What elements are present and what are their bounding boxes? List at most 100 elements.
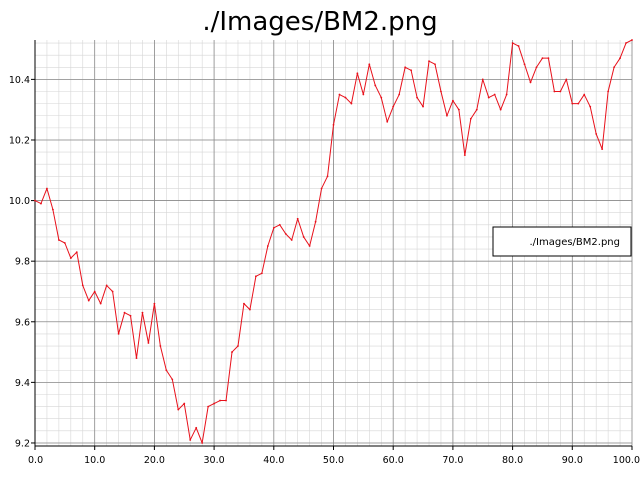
data-point — [535, 66, 538, 69]
data-point — [272, 226, 275, 229]
data-point — [207, 405, 210, 408]
data-point — [105, 284, 108, 287]
data-point — [308, 245, 311, 247]
data-point — [428, 60, 430, 63]
data-point — [326, 175, 329, 178]
data-point — [314, 220, 317, 223]
data-point — [69, 257, 72, 260]
legend-box — [492, 226, 632, 257]
data-point — [93, 290, 96, 293]
data-point — [284, 233, 287, 235]
data-point — [511, 42, 514, 44]
data-point — [631, 39, 633, 41]
data-point — [613, 66, 615, 69]
data-point — [171, 378, 174, 381]
series-layer — [34, 39, 633, 444]
data-point — [475, 108, 478, 111]
data-point — [87, 299, 90, 302]
data-point — [350, 102, 353, 105]
data-point — [290, 239, 293, 241]
data-point — [523, 63, 526, 66]
data-point — [368, 63, 371, 66]
data-point — [625, 42, 627, 44]
x-tick-label: 40.0 — [263, 455, 284, 466]
data-point — [237, 345, 239, 347]
data-point — [356, 72, 359, 75]
data-point — [577, 102, 580, 105]
x-tick-label: 100.0 — [613, 455, 640, 466]
data-point — [123, 311, 126, 314]
data-point — [183, 402, 186, 405]
data-point — [392, 105, 395, 108]
data-point — [547, 57, 550, 60]
data-point — [457, 108, 460, 111]
y-tick-label: 10.2 — [9, 135, 30, 146]
data-point — [296, 217, 299, 220]
x-tick-label: 0.0 — [28, 455, 43, 466]
data-point — [135, 357, 138, 360]
data-point — [362, 93, 365, 96]
data-point — [201, 442, 204, 444]
data-point — [404, 66, 407, 69]
x-tick-label: 80.0 — [502, 455, 523, 466]
data-point — [320, 187, 323, 190]
data-point — [231, 351, 233, 353]
data-point — [559, 90, 562, 93]
y-tick-label: 9.6 — [15, 317, 30, 328]
data-point — [117, 332, 120, 335]
data-point — [529, 81, 532, 84]
data-point — [129, 314, 132, 317]
y-tick-label: 10.0 — [9, 196, 30, 207]
data-point — [81, 284, 84, 287]
legend-entry-label: ./Images/BM2.png — [529, 237, 620, 248]
data-point — [159, 345, 162, 347]
y-tick-label: 9.2 — [15, 438, 30, 449]
data-point — [189, 439, 192, 441]
data-point — [410, 69, 413, 72]
data-point — [398, 93, 401, 96]
data-point — [278, 223, 281, 226]
data-point — [344, 96, 347, 99]
y-axis-ticks: 9.2 9.4 9.6 9.8 10.0 10.2 10.4 — [9, 75, 35, 449]
data-point — [607, 90, 610, 93]
x-tick-label: 70.0 — [442, 455, 463, 466]
data-point — [463, 154, 466, 157]
data-point — [195, 426, 198, 429]
data-point — [52, 208, 54, 211]
data-point — [266, 245, 269, 247]
data-point — [63, 242, 66, 244]
data-point — [243, 302, 245, 305]
data-point — [147, 342, 150, 344]
data-point — [213, 402, 216, 405]
data-point — [249, 308, 251, 311]
data-point — [493, 93, 496, 96]
data-point — [219, 399, 221, 402]
data-point — [440, 90, 442, 93]
data-point — [487, 96, 490, 99]
x-tick-label: 10.0 — [84, 455, 105, 466]
chart-title: ./Images/BM2.png — [202, 7, 437, 37]
legend: ./Images/BM2.png — [492, 226, 632, 257]
y-tick-label: 9.8 — [15, 257, 30, 268]
x-tick-label: 50.0 — [323, 455, 344, 466]
data-point — [99, 302, 102, 305]
data-point — [481, 78, 484, 81]
data-point — [517, 45, 520, 47]
data-point — [619, 57, 621, 60]
x-axis-ticks: 0.0 10.0 20.0 30.0 40.0 50.0 60.0 70.0 80.0 90.0 1… — [28, 446, 640, 466]
data-point — [553, 90, 556, 93]
y-tick-label: 10.4 — [9, 75, 30, 86]
data-point — [469, 117, 472, 120]
data-point — [499, 108, 502, 111]
data-point — [446, 114, 448, 117]
data-point — [571, 102, 574, 105]
data-point — [452, 99, 454, 102]
data-point — [434, 63, 436, 66]
x-tick-label: 60.0 — [383, 455, 404, 466]
x-tick-label: 90.0 — [562, 455, 583, 466]
data-point — [374, 84, 377, 87]
data-point — [141, 311, 144, 314]
y-tick-label: 9.4 — [15, 378, 30, 389]
x-tick-label: 30.0 — [204, 455, 225, 466]
